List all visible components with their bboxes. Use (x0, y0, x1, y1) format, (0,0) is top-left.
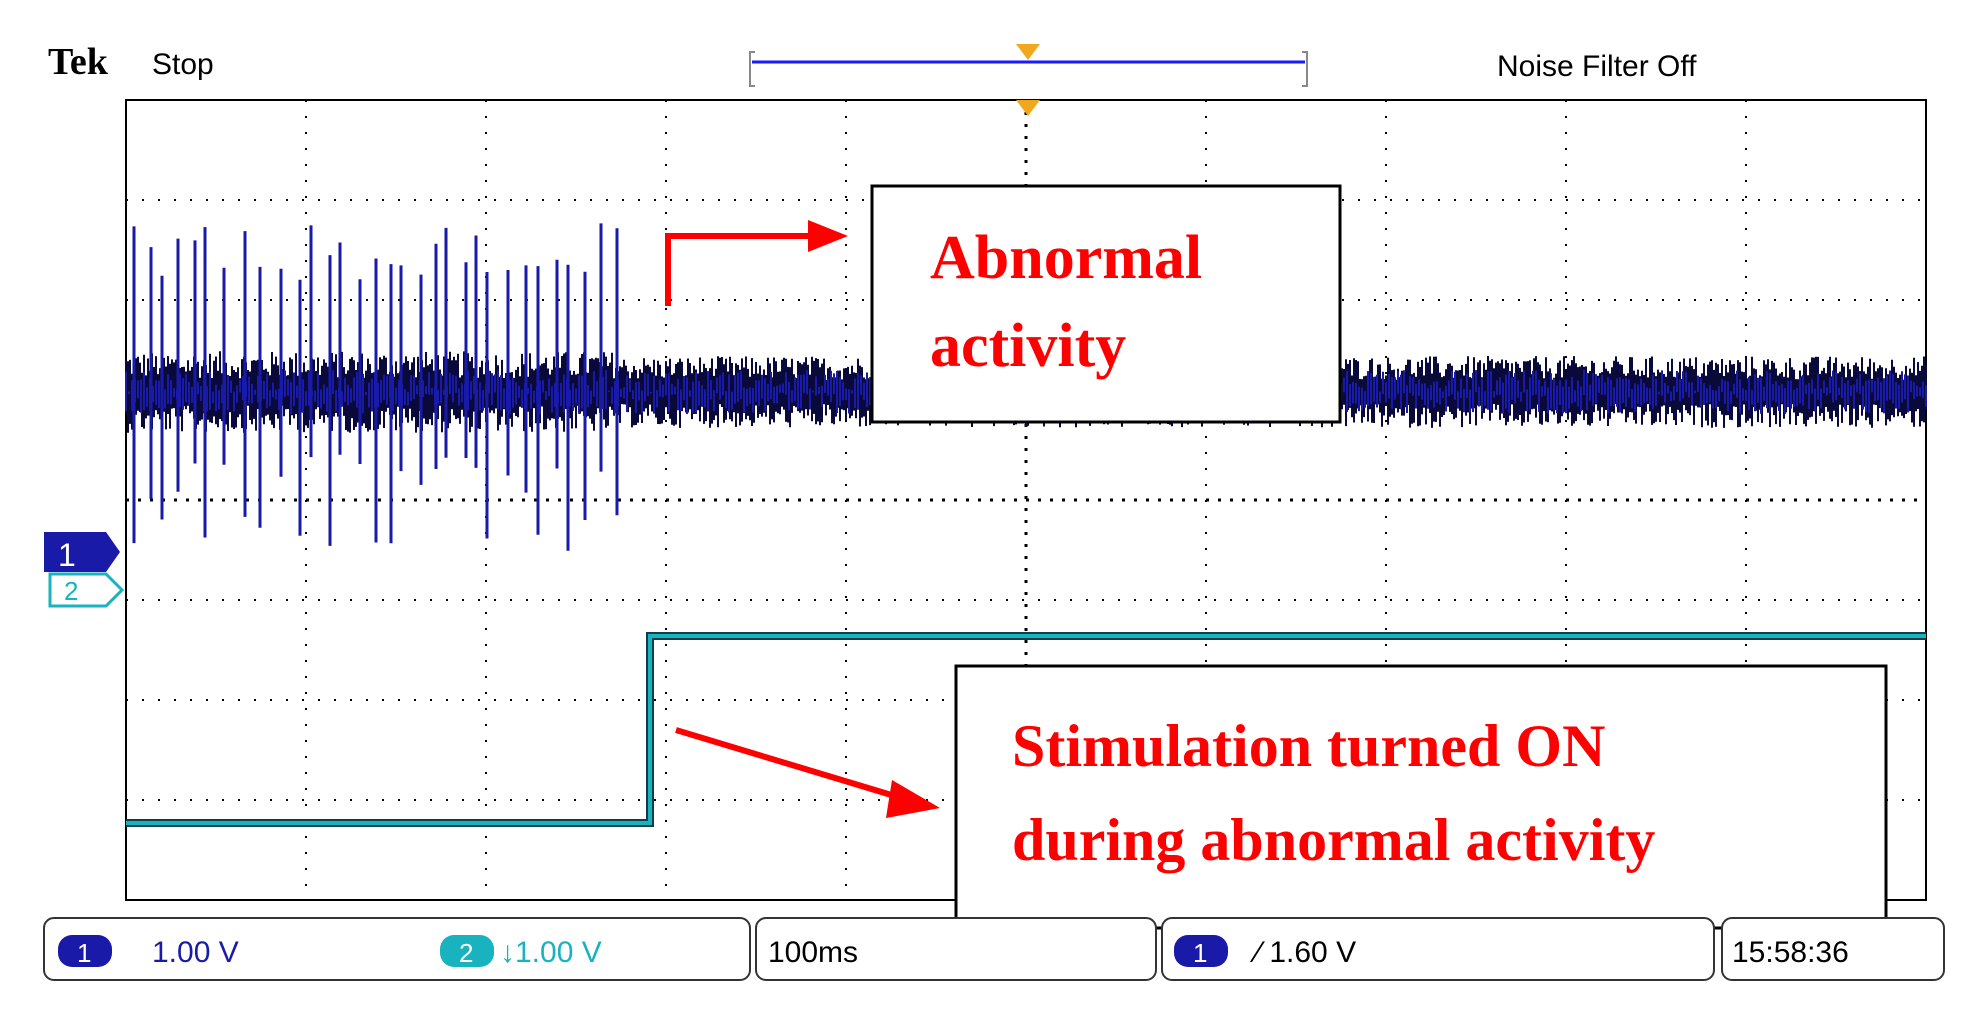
abnormal-arrow-head (808, 220, 848, 252)
ch2-ground-marker: 2 (48, 572, 125, 608)
ch1-spikes (132, 223, 619, 551)
trigger-time-marker (1016, 100, 1040, 116)
ch1-badge (58, 935, 112, 967)
ch1-badge-label: 1 (77, 938, 91, 968)
abnormal-activity-annotation: Abnormal activity (665, 184, 1342, 424)
ch1-ground-marker: 1 (44, 532, 120, 573)
ch1-scale: 1.00 V (152, 936, 239, 969)
abnormal-activity-box (870, 184, 1342, 424)
brand-logo: Tek (48, 41, 109, 83)
abnormal-label-line2: activity (930, 312, 1126, 380)
trigger-position-marker (1016, 44, 1040, 60)
trigger-source-label: 1 (1193, 938, 1207, 968)
trigger-source-badge (1174, 935, 1228, 967)
stim-arrow-head (886, 780, 940, 818)
timebase-panel[interactable] (755, 917, 1157, 981)
channel-scale-panel[interactable] (43, 917, 751, 981)
stim-label-line1: Stimulation turned ON (1012, 713, 1605, 779)
ch2-badge-label: 2 (459, 938, 473, 968)
stim-arrow (675, 727, 909, 803)
abnormal-label-line1: Abnormal (930, 224, 1202, 292)
stimulation-box (954, 664, 1888, 930)
ch2-marker-label: 2 (64, 576, 78, 606)
ch2-trace (126, 634, 1926, 825)
trigger-level: ∕ 1.60 V (1249, 936, 1356, 969)
ch1-marker-label: 1 (58, 537, 76, 573)
timebase-value: 100ms (768, 936, 858, 969)
record-overview-bar (749, 44, 1308, 87)
status-bar: 1 1.00 V 2 ↓1.00 V 100ms 1 ∕ 1.60 V 15:5… (43, 917, 1945, 981)
stimulation-annotation: Stimulation turned ON during abnormal ac… (675, 664, 1888, 930)
ch2-scale: ↓1.00 V (500, 936, 602, 969)
stim-label-line2: during abnormal activity (1012, 807, 1655, 873)
noise-filter-status: Noise Filter Off (1497, 50, 1697, 83)
clock-panel (1721, 917, 1945, 981)
abnormal-arrow (665, 233, 820, 306)
clock-time: 15:58:36 (1732, 936, 1849, 969)
run-state: Stop (152, 48, 214, 81)
ch2-badge (440, 935, 494, 967)
trigger-panel[interactable] (1161, 917, 1715, 981)
